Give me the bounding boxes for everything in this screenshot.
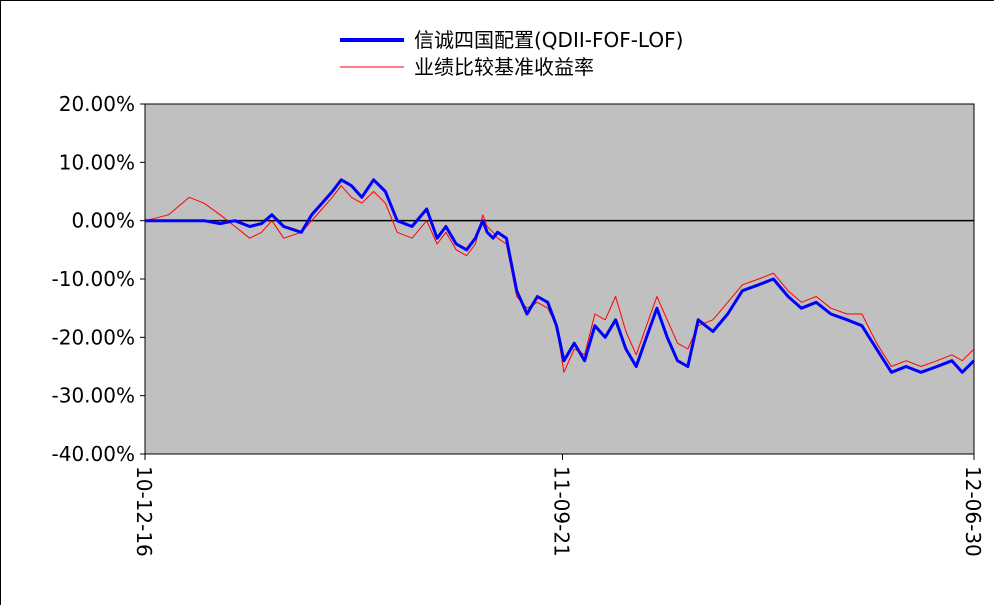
y-tick-label: -40.00% <box>52 442 135 466</box>
y-tick-label: 10.00% <box>59 150 135 174</box>
plot-area <box>144 103 975 455</box>
y-tick-label: 20.00% <box>59 92 135 116</box>
series-layer <box>144 178 976 374</box>
legend: 信诚四国配置(QDII-FOF-LOF) 业绩比较基准收益率 <box>340 28 683 79</box>
y-tick-label: 0.00% <box>71 209 135 233</box>
x-tick-label: 10-12-16 <box>132 466 156 557</box>
y-tick-label: -20.00% <box>52 325 135 349</box>
x-axis: 10-12-16 11-09-21 12-06-30 <box>132 454 985 557</box>
y-tick-label: -30.00% <box>52 384 135 408</box>
y-axis: 20.00% 10.00% 0.00% -10.00% -20.00% -30.00% -4… <box>52 92 145 466</box>
legend-label-fund: 信诚四国配置(QDII-FOF-LOF) <box>414 28 683 52</box>
x-tick-label: 11-09-21 <box>550 466 574 557</box>
y-tick-label: -10.00% <box>52 267 135 291</box>
series-line-fund <box>145 178 976 374</box>
legend-label-benchmark: 业绩比较基准收益率 <box>414 55 594 79</box>
x-tick-label: 12-06-30 <box>961 466 985 557</box>
series-line-benchmark <box>144 185 975 373</box>
